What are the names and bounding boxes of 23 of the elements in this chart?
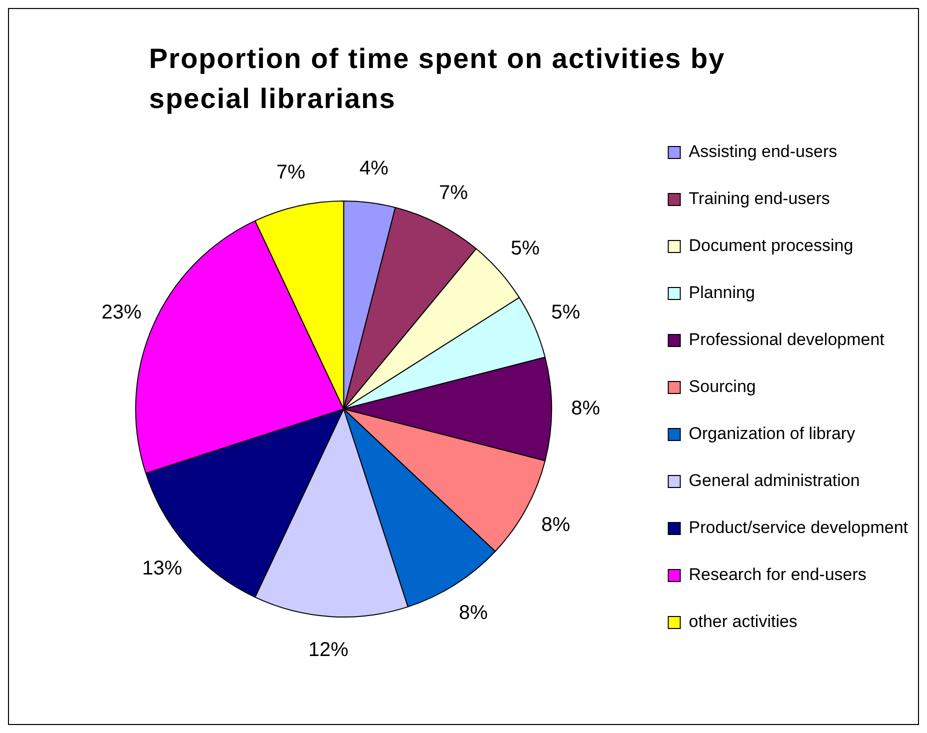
legend-label: Research for end-users [688, 565, 866, 584]
data-label: 5% [510, 237, 540, 260]
legend-label: General administration [688, 471, 860, 490]
legend-label: Product/service development [688, 518, 908, 538]
chart-title: Proportion of time spent on activities by special librarians [149, 42, 726, 116]
data-label: 12% [308, 639, 349, 662]
data-label: 8% [541, 514, 570, 536]
data-label: 4% [360, 157, 389, 180]
data-label: 8% [571, 398, 600, 420]
legend-label: Sourcing [688, 377, 756, 396]
data-label: 7% [276, 161, 306, 184]
legend-label: Training end-users [688, 189, 830, 208]
legend-label: Document processing [688, 236, 854, 256]
legend-label: Planning [688, 283, 755, 302]
data-label: 23% [102, 301, 142, 324]
legend-label: Organization of library [688, 424, 856, 444]
legend-label: other activities [688, 612, 798, 632]
data-label: 5% [551, 301, 580, 324]
legend-label: Professional development [688, 330, 885, 350]
legend-label: Assisting end-users [688, 142, 838, 162]
data-label: 13% [142, 558, 182, 580]
data-label: 8% [458, 602, 488, 624]
data-label: 7% [439, 182, 468, 204]
